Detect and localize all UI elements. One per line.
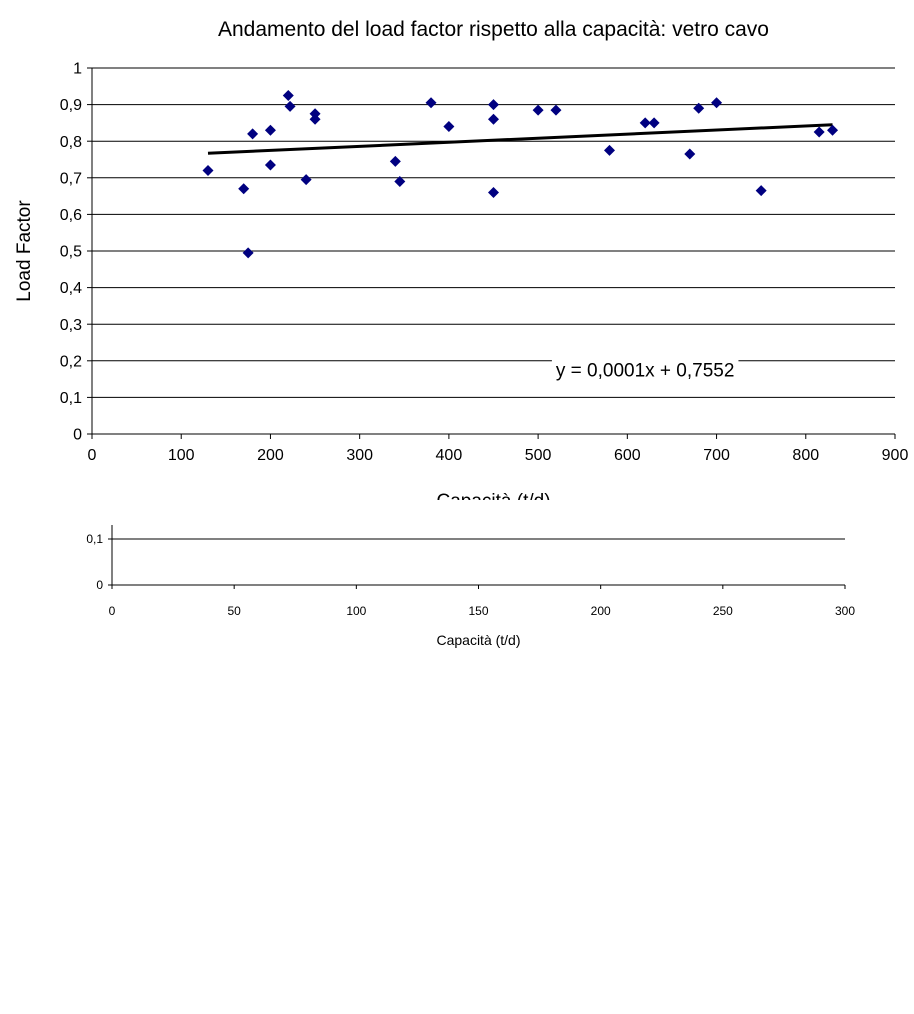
data-point-25 xyxy=(711,97,723,109)
data-point-6 xyxy=(282,89,294,101)
data-point-10 xyxy=(309,113,321,125)
data-point-20 xyxy=(603,144,615,156)
x-tick-label: 800 xyxy=(792,447,819,464)
y-tick-label: 0,4 xyxy=(60,280,82,297)
x-tick-label: 300 xyxy=(835,604,855,618)
trendline-equation: y = 0,0001x + 0,7552 xyxy=(556,361,735,382)
data-point-0 xyxy=(202,164,214,176)
data-point-4 xyxy=(264,124,276,136)
x-tick-label: 100 xyxy=(346,604,366,618)
chart-vetro-cavo: Andamento del load factor rispetto alla … xyxy=(14,18,909,500)
x-tick-label: 900 xyxy=(882,447,909,464)
chart-vetro-uso-domestico: Andamento del load factor rispetto alla … xyxy=(86,525,855,648)
y-tick-label: 0,7 xyxy=(60,170,82,187)
data-point-27 xyxy=(813,126,825,138)
y-axis-label: Load Factor xyxy=(14,200,35,302)
data-point-12 xyxy=(394,175,406,187)
data-point-22 xyxy=(648,117,660,129)
data-point-17 xyxy=(488,186,499,198)
y-tick-label: 1 xyxy=(73,61,82,78)
y-tick-label: 0,1 xyxy=(86,532,103,546)
y-tick-label: 0,6 xyxy=(60,207,82,224)
data-point-7 xyxy=(284,100,296,112)
data-point-26 xyxy=(755,185,767,197)
data-point-1 xyxy=(238,183,250,195)
x-tick-label: 200 xyxy=(257,447,284,464)
data-point-28 xyxy=(827,124,839,136)
data-point-19 xyxy=(550,104,562,116)
y-tick-label: 0 xyxy=(96,578,103,592)
x-tick-label: 0 xyxy=(109,604,116,618)
data-point-13 xyxy=(425,97,437,109)
x-tick-label: 400 xyxy=(436,447,463,464)
equation-background xyxy=(551,359,739,383)
y-tick-label: 0,5 xyxy=(60,244,82,261)
data-point-24 xyxy=(693,102,705,114)
data-point-16 xyxy=(488,113,499,125)
data-point-23 xyxy=(684,148,696,160)
data-point-8 xyxy=(300,174,312,186)
data-point-3 xyxy=(247,128,259,140)
data-point-14 xyxy=(443,121,455,133)
x-axis-label: Capacità (t/d) xyxy=(436,632,520,648)
x-tick-label: 0 xyxy=(88,447,97,464)
y-tick-label: 0,2 xyxy=(60,353,82,370)
data-point-18 xyxy=(532,104,544,116)
x-tick-label: 500 xyxy=(525,447,552,464)
x-tick-label: 150 xyxy=(468,604,488,618)
trendline xyxy=(207,123,833,155)
x-tick-label: 250 xyxy=(713,604,733,618)
data-point-21 xyxy=(639,117,651,129)
x-tick-label: 200 xyxy=(591,604,611,618)
y-tick-label: 0,1 xyxy=(60,390,82,407)
y-tick-label: 0,9 xyxy=(60,97,82,114)
y-tick-label: 0 xyxy=(73,427,82,444)
x-axis-label: Capacità (t/d) xyxy=(436,491,550,500)
y-tick-label: 0,3 xyxy=(60,317,82,334)
y-tick-label: 0,8 xyxy=(60,134,82,151)
x-tick-label: 100 xyxy=(168,447,195,464)
x-tick-label: 700 xyxy=(703,447,730,464)
chart-title: Andamento del load factor rispetto alla … xyxy=(218,18,769,41)
x-tick-label: 300 xyxy=(346,447,373,464)
data-point-11 xyxy=(389,155,401,167)
x-tick-label: 50 xyxy=(227,604,241,618)
data-point-15 xyxy=(488,99,499,111)
x-tick-label: 600 xyxy=(614,447,641,464)
data-point-5 xyxy=(264,159,276,171)
data-point-2 xyxy=(242,247,254,259)
